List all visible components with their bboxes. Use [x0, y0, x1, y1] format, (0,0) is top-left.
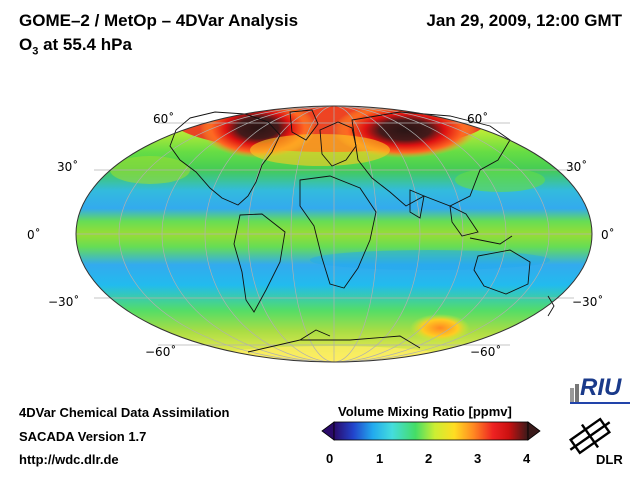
colorbar-tick-3: 3	[474, 451, 482, 466]
lat-label-30n-right: 30˚	[566, 160, 588, 174]
coastlines	[169, 109, 555, 353]
map-title: GOME–2 / MetOp – 4DVar Analysis	[19, 11, 299, 30]
colorbar-ramp	[333, 421, 529, 441]
map-outline	[75, 105, 593, 363]
footer-url: http://wdc.dlr.de	[19, 452, 119, 467]
pressure-level: at 55.4 hPa	[38, 35, 132, 54]
colorbar-low-arrow	[321, 421, 335, 441]
species-sub: 3	[32, 45, 39, 58]
dlr-logo-text: DLR	[596, 452, 623, 467]
riu-logo-mark	[570, 384, 630, 404]
lat-label-0-left: 0˚	[27, 228, 41, 242]
colorbar-title: Volume Mixing Ratio [ppmv]	[338, 404, 512, 419]
lat-label-60n-right: 60˚	[467, 112, 489, 126]
footer-line1: 4DVar Chemical Data Assimilation	[19, 405, 230, 420]
colorbar-high-arrow	[527, 421, 541, 441]
colorbar-tick-2: 2	[425, 451, 433, 466]
riu-logo-text: RIU	[580, 374, 622, 401]
lat-label-30s-left: −30˚	[48, 295, 80, 309]
lat-label-0-right: 0˚	[601, 228, 615, 242]
colorbar-tick-0: 0	[326, 451, 334, 466]
colorbar	[321, 421, 541, 441]
datetime-label: Jan 29, 2009, 12:00 GMT	[426, 11, 622, 30]
dlr-logo-mark	[568, 417, 612, 455]
footer-line2: SACADA Version 1.7	[19, 429, 147, 444]
colorbar-tick-1: 1	[376, 451, 384, 466]
lat-label-60s-left: −60˚	[145, 345, 177, 359]
lat-label-60s-right: −60˚	[470, 345, 502, 359]
lat-label-60n-left: 60˚	[153, 112, 175, 126]
colorbar-tick-4: 4	[523, 451, 531, 466]
lat-label-30n-left: 30˚	[57, 160, 79, 174]
species-label: O3 at 55.4 hPa	[19, 35, 132, 57]
species-main: O	[19, 35, 33, 54]
lat-label-30s-right: −30˚	[572, 295, 604, 309]
